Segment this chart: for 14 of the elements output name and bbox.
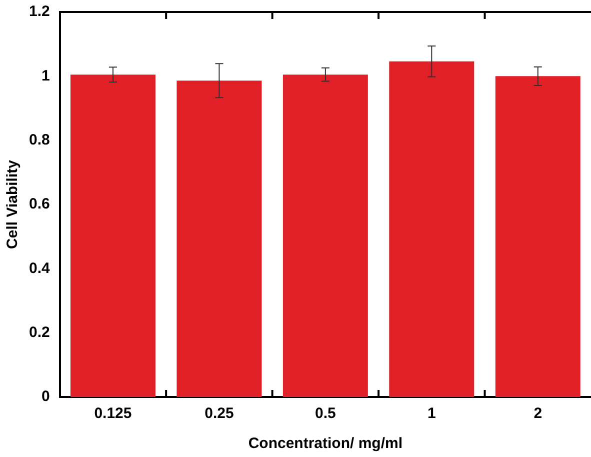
y-tick-label: 1 (42, 67, 50, 84)
y-tick-label: 0.2 (28, 324, 50, 341)
y-tick-label: 0.6 (28, 196, 50, 213)
x-tick-label: 2 (534, 405, 542, 422)
x-axis-title: Concentration/ mg/ml (248, 435, 403, 452)
x-tick-label: 0.25 (204, 405, 234, 422)
y-tick-label: 1.2 (28, 3, 50, 20)
y-tick-label: 0 (42, 388, 50, 406)
x-tick-label: 0.5 (314, 405, 336, 422)
x-tick-label: 0.125 (94, 405, 132, 422)
y-tick-label: 0.8 (28, 131, 50, 148)
y-axis-title: Cell Viability (4, 159, 22, 249)
x-tick-label: 1 (427, 405, 436, 422)
y-tick-label: 0.4 (28, 260, 50, 277)
